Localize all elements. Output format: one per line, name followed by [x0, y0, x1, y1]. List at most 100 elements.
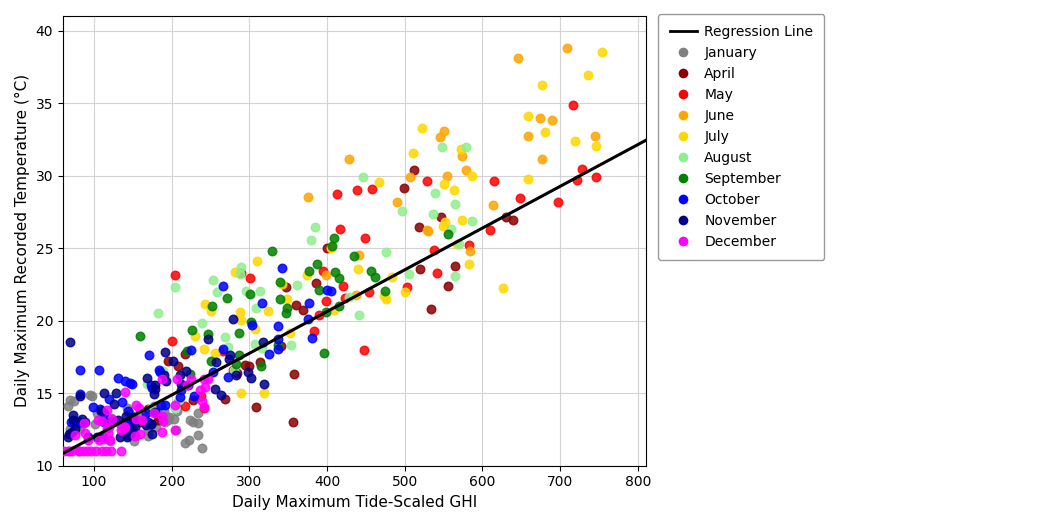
Point	[484, 201, 501, 209]
Point	[356, 234, 373, 242]
Point	[142, 420, 159, 428]
Point	[197, 300, 214, 309]
Point	[179, 381, 195, 390]
Point	[196, 383, 213, 392]
Point	[337, 294, 353, 302]
Point	[550, 198, 566, 206]
Point	[199, 334, 216, 343]
Point	[139, 426, 156, 435]
Point	[425, 209, 442, 218]
Point	[316, 349, 332, 357]
Point	[303, 235, 320, 244]
Point	[309, 260, 325, 268]
Point	[164, 357, 181, 365]
Point	[107, 388, 124, 397]
Point	[543, 116, 560, 124]
Point	[99, 418, 115, 426]
Point	[431, 133, 448, 141]
Point	[166, 404, 183, 412]
Point	[593, 48, 610, 56]
Point	[192, 386, 209, 394]
Point	[215, 282, 232, 290]
Point	[82, 391, 99, 400]
Point	[126, 418, 142, 426]
Point	[171, 393, 188, 401]
Point	[300, 299, 317, 307]
Point	[446, 186, 462, 194]
Point	[158, 412, 175, 420]
Point	[189, 430, 206, 439]
Point	[485, 177, 502, 186]
Point	[263, 247, 279, 256]
Point	[192, 391, 209, 400]
Point	[155, 417, 171, 426]
Point	[536, 128, 553, 136]
Point	[61, 430, 78, 438]
Point	[272, 342, 289, 350]
Point	[62, 396, 79, 404]
Point	[437, 218, 454, 226]
Point	[439, 230, 456, 238]
Point	[168, 401, 185, 410]
Point	[463, 217, 480, 225]
Point	[138, 373, 155, 382]
Point	[209, 288, 225, 297]
Point	[157, 401, 174, 409]
Point	[451, 240, 468, 248]
Point	[59, 433, 76, 441]
Point	[72, 425, 88, 433]
Point	[243, 320, 260, 329]
Point	[101, 395, 117, 403]
Point	[318, 271, 335, 279]
Point	[154, 375, 170, 383]
Point	[151, 416, 167, 424]
Point	[146, 390, 163, 398]
Point	[89, 433, 106, 441]
Point	[172, 380, 189, 388]
Point	[92, 407, 109, 415]
Point	[505, 216, 522, 224]
Point	[461, 247, 478, 255]
Point	[178, 350, 194, 358]
Point	[221, 350, 238, 359]
Point	[148, 406, 164, 415]
Point	[520, 175, 536, 183]
Point	[232, 308, 248, 317]
Point	[410, 223, 427, 232]
Point	[167, 425, 184, 434]
Point	[574, 165, 590, 173]
Point	[183, 345, 199, 354]
Point	[401, 269, 418, 278]
Point	[195, 403, 212, 411]
Point	[125, 413, 141, 421]
Point	[274, 264, 291, 272]
Point	[231, 329, 247, 338]
Point	[449, 240, 465, 249]
Point	[248, 304, 265, 312]
Point	[75, 447, 91, 455]
Point	[447, 200, 463, 208]
Point	[248, 257, 265, 265]
Point	[512, 194, 529, 203]
Point	[109, 374, 126, 382]
Point	[96, 409, 112, 417]
Point	[227, 268, 243, 276]
Point	[178, 366, 194, 375]
Point	[323, 287, 340, 296]
Point	[436, 180, 453, 188]
Point	[171, 395, 188, 404]
Point	[193, 319, 210, 327]
Point	[315, 267, 331, 276]
Point	[272, 278, 289, 287]
Point	[160, 413, 177, 421]
Point	[419, 225, 435, 234]
Point	[91, 404, 108, 413]
Point	[118, 404, 135, 413]
Point	[160, 416, 177, 424]
Point	[237, 360, 254, 369]
Point	[255, 338, 271, 346]
Point	[65, 418, 82, 426]
Point	[447, 262, 463, 270]
Point	[231, 351, 247, 360]
Point	[83, 392, 100, 400]
